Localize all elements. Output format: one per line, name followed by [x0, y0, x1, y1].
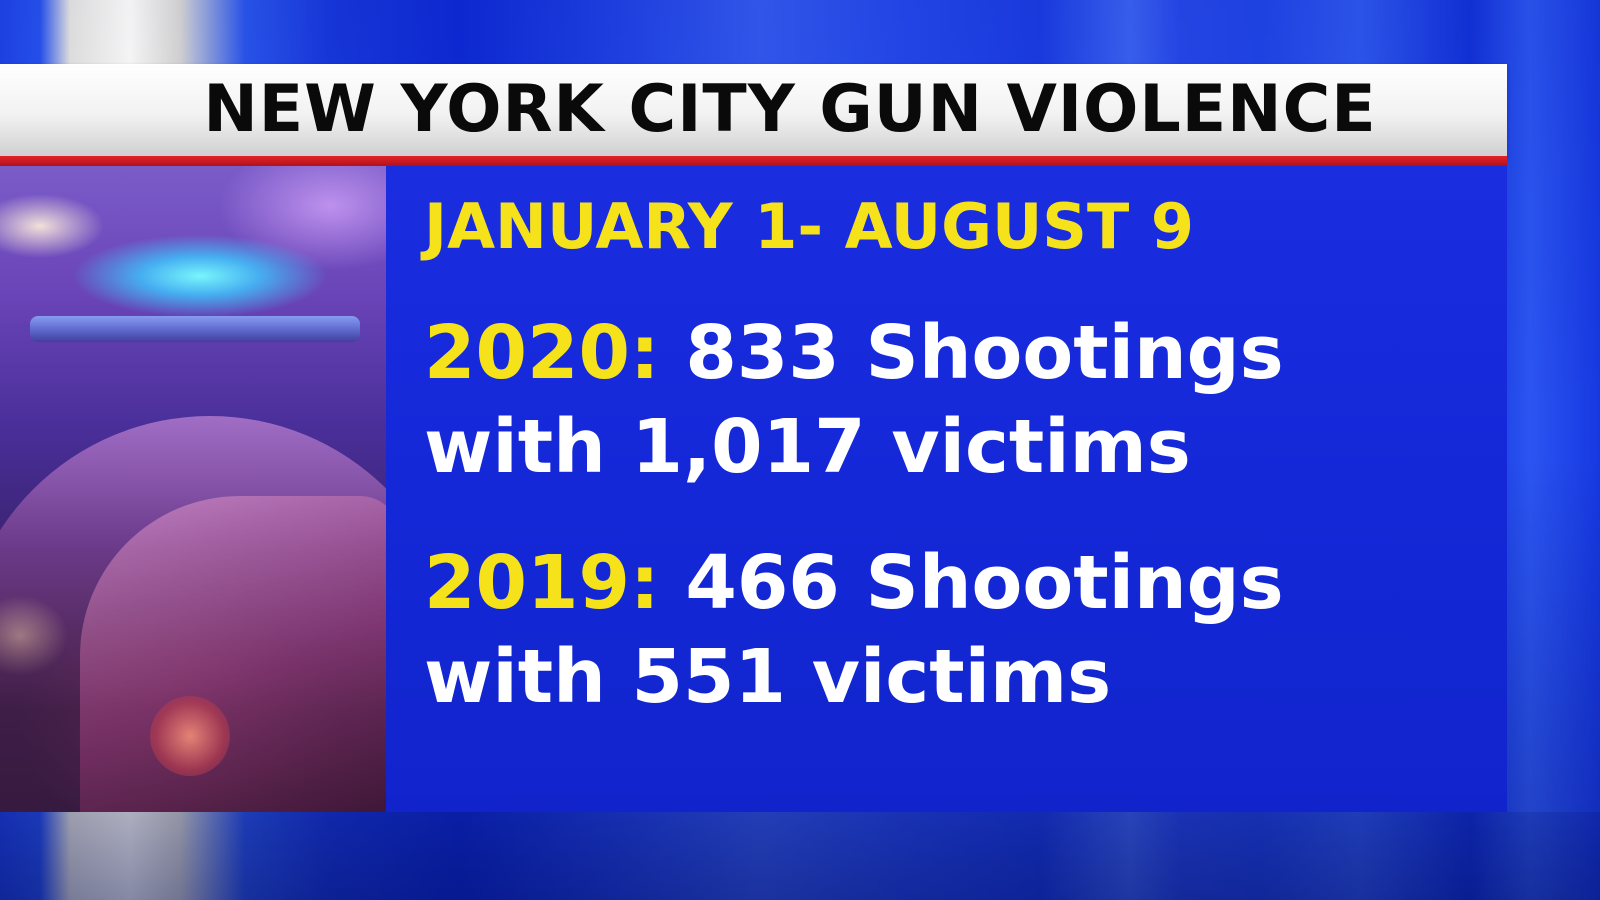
- date-range-label: JANUARY 1- AUGUST 9: [424, 190, 1194, 263]
- year-label-2019: 2019:: [424, 540, 660, 626]
- stats-panel: JANUARY 1- AUGUST 9 2020: 833 Shootings …: [386, 166, 1507, 812]
- stat-block-2019: 2019: 466 Shootings with 551 victims: [424, 536, 1284, 724]
- car-door-shape: [80, 496, 386, 812]
- shootings-2020: 833 Shootings: [685, 310, 1284, 396]
- page-title: NEW YORK CITY GUN VIOLENCE: [203, 72, 1377, 147]
- victims-2020: with 1,017 victims: [424, 404, 1191, 490]
- title-divider: [0, 156, 1507, 166]
- police-car-photo: [0, 166, 386, 812]
- stat-line-2020-shootings: 2020: 833 Shootings: [424, 306, 1284, 400]
- title-bar: NEW YORK CITY GUN VIOLENCE: [0, 64, 1507, 156]
- light-bar-shape: [30, 316, 360, 342]
- stat-line-2019-shootings: 2019: 466 Shootings: [424, 536, 1284, 630]
- year-label-2020: 2020:: [424, 310, 660, 396]
- stat-block-2020: 2020: 833 Shootings with 1,017 victims: [424, 306, 1284, 494]
- bottom-band: [0, 812, 1600, 900]
- shootings-2019: 466 Shootings: [685, 540, 1284, 626]
- door-emblem-shape: [150, 696, 230, 776]
- victims-2019: with 551 victims: [424, 634, 1112, 720]
